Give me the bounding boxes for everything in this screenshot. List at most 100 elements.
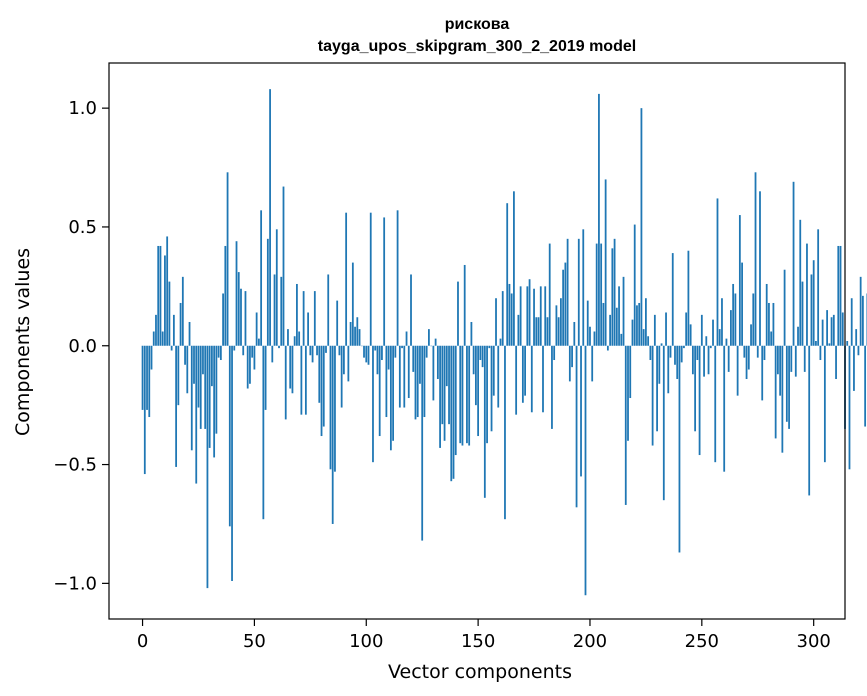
bar bbox=[696, 345, 699, 361]
bar bbox=[660, 343, 663, 346]
bar bbox=[806, 243, 808, 346]
bar bbox=[555, 305, 558, 346]
bar bbox=[526, 286, 529, 346]
bar bbox=[642, 329, 645, 346]
bar bbox=[553, 345, 556, 361]
bar bbox=[584, 345, 587, 596]
bar bbox=[249, 345, 251, 384]
bar bbox=[403, 345, 406, 408]
x-tick-label: 300 bbox=[797, 631, 831, 652]
bar bbox=[260, 210, 263, 346]
bar bbox=[499, 338, 502, 346]
bar bbox=[783, 269, 786, 346]
bar bbox=[752, 293, 755, 346]
bar bbox=[754, 172, 757, 346]
bar bbox=[338, 345, 341, 356]
bar bbox=[148, 345, 151, 418]
bar bbox=[716, 198, 719, 346]
bar bbox=[566, 238, 569, 346]
bar bbox=[676, 345, 679, 380]
bar bbox=[504, 345, 506, 520]
bar bbox=[387, 345, 390, 370]
bar bbox=[284, 345, 287, 420]
bar bbox=[374, 345, 377, 351]
bar bbox=[445, 345, 448, 387]
bar bbox=[528, 279, 531, 346]
bar bbox=[289, 345, 292, 389]
bar bbox=[707, 345, 710, 375]
bar bbox=[745, 345, 748, 380]
y-axis-ticks: 1.0 0.5 0.0 −0.5 −1.0 bbox=[53, 98, 109, 594]
bar bbox=[177, 345, 180, 406]
bar bbox=[750, 324, 752, 346]
bar bbox=[823, 345, 826, 463]
bar bbox=[669, 345, 672, 358]
bar bbox=[302, 291, 305, 346]
bar bbox=[853, 345, 855, 391]
bar bbox=[412, 345, 415, 372]
bar bbox=[329, 345, 332, 470]
bar bbox=[794, 345, 797, 377]
bar bbox=[779, 345, 782, 396]
bar bbox=[372, 345, 374, 463]
bar bbox=[812, 260, 815, 346]
bar bbox=[741, 262, 743, 346]
bar bbox=[562, 269, 565, 346]
bar bbox=[857, 345, 860, 356]
bar bbox=[756, 345, 759, 358]
bar bbox=[199, 345, 202, 429]
bar bbox=[535, 317, 538, 346]
bar bbox=[304, 345, 307, 415]
bar bbox=[421, 345, 424, 541]
bar bbox=[318, 345, 321, 403]
bar bbox=[150, 345, 153, 370]
bar bbox=[161, 331, 164, 346]
bar bbox=[593, 331, 596, 346]
bar bbox=[152, 331, 155, 346]
bar bbox=[266, 238, 269, 346]
bar bbox=[470, 321, 473, 346]
bar bbox=[425, 345, 428, 358]
bar bbox=[629, 345, 632, 399]
bar bbox=[651, 345, 654, 446]
bar bbox=[718, 329, 721, 346]
bar bbox=[548, 243, 551, 346]
bar bbox=[530, 345, 533, 413]
bar bbox=[573, 321, 576, 346]
bar bbox=[674, 345, 676, 365]
bar bbox=[383, 217, 386, 346]
bar bbox=[246, 345, 249, 389]
bar bbox=[202, 345, 204, 375]
bar bbox=[206, 345, 209, 589]
bar bbox=[633, 224, 636, 346]
bar bbox=[640, 108, 643, 346]
bar bbox=[354, 326, 356, 346]
bar bbox=[638, 302, 641, 346]
bar bbox=[222, 293, 224, 346]
bar bbox=[557, 317, 560, 346]
bar bbox=[481, 345, 484, 368]
y-tick-label: −1.0 bbox=[53, 573, 97, 594]
bar bbox=[658, 345, 661, 384]
bar bbox=[398, 345, 401, 408]
bar bbox=[571, 345, 573, 368]
bar bbox=[463, 264, 466, 346]
bar bbox=[159, 245, 162, 346]
bar bbox=[441, 345, 444, 425]
bar bbox=[497, 345, 500, 408]
bar bbox=[188, 321, 191, 346]
bar bbox=[839, 245, 842, 346]
bar bbox=[242, 345, 245, 356]
bar bbox=[488, 345, 491, 349]
bar bbox=[618, 286, 620, 346]
x-tick-label: 250 bbox=[685, 631, 719, 652]
y-tick-label: 1.0 bbox=[68, 98, 97, 119]
bar bbox=[761, 345, 764, 401]
bar bbox=[723, 345, 726, 472]
bar bbox=[459, 345, 462, 444]
bar bbox=[452, 345, 455, 479]
bar bbox=[367, 345, 370, 365]
bar bbox=[770, 331, 773, 346]
bar bbox=[627, 345, 629, 441]
